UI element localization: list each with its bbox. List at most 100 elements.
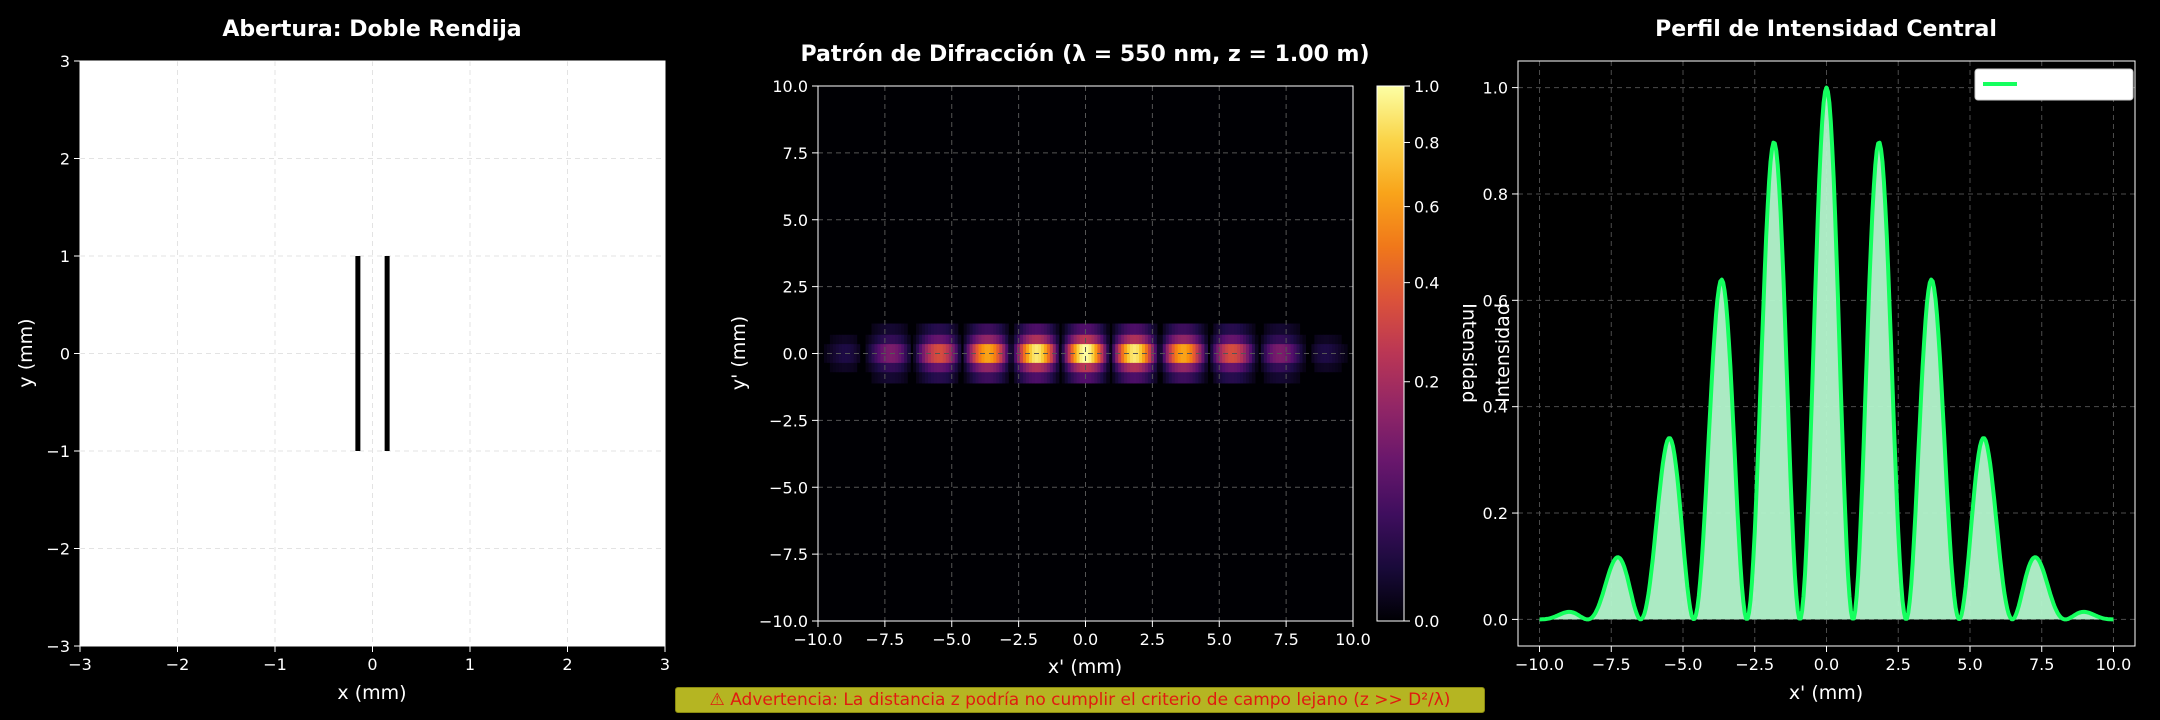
x-tick-label: −2 <box>166 655 190 674</box>
heatmap-cell <box>1109 344 1113 363</box>
x-tick-label: 7.5 <box>2029 655 2054 674</box>
y-tick-label: −5.0 <box>769 478 808 497</box>
heatmap-cell <box>966 344 971 363</box>
heatmap-cell <box>1183 344 1188 363</box>
heatmap-cell <box>922 344 926 363</box>
heatmap-cell <box>1040 344 1045 363</box>
x-tick-label: 7.5 <box>1273 630 1298 649</box>
heatmap-cell <box>1073 344 1078 363</box>
x-tick-label: −2.5 <box>999 630 1038 649</box>
y-tick-label: 5.0 <box>783 211 808 230</box>
heatmap-cell <box>1219 344 1223 363</box>
heatmap-cell <box>1029 344 1033 363</box>
heatmap-cell <box>930 344 935 363</box>
profile-legend <box>1974 68 2134 101</box>
x-tick-label: 2.5 <box>1886 655 1911 674</box>
diffraction-y-ticks: −10.0 −7.5 −5.0 −2.5 0.0 2.5 5.0 7.5 10.0 <box>759 77 818 631</box>
profile-panel: −10.0 −7.5 −5.0 −2.5 0.0 2.5 5.0 7.5 10.0 0.0 0.2… <box>1483 17 2136 704</box>
heatmap-cell <box>1082 344 1087 363</box>
x-tick-label: 0 <box>367 655 377 674</box>
colorbar-tick-label: 0.8 <box>1414 133 1439 152</box>
heatmap-cell <box>877 344 882 363</box>
heatmap-cell <box>1344 344 1348 363</box>
profile-title: Perfil de Intensidad Central <box>1655 17 1997 42</box>
y-tick-label: −1 <box>46 442 70 461</box>
heatmap-cell <box>1254 344 1259 363</box>
profile-area-fill <box>1539 87 2114 620</box>
heatmap-cell <box>1058 344 1063 363</box>
y-tick-label: −7.5 <box>769 545 808 564</box>
heatmap-cell <box>913 344 917 363</box>
heatmap-cell <box>1076 344 1081 363</box>
heatmap-cell <box>1049 344 1054 363</box>
heatmap-cell <box>1338 344 1342 363</box>
aperture-x-label: x (mm) <box>337 682 406 704</box>
y-tick-label: 1.0 <box>1483 79 1508 98</box>
heatmap-cell <box>1067 344 1072 363</box>
heatmap-cell <box>1281 344 1286 363</box>
x-tick-label: −7.5 <box>1592 655 1631 674</box>
heatmap-cell <box>1326 344 1330 363</box>
heatmap-cell <box>1037 344 1042 363</box>
heatmap-cell <box>823 344 828 363</box>
heatmap-cell <box>1156 344 1161 363</box>
heatmap-cell <box>1055 344 1060 363</box>
heatmap-cell <box>1032 344 1036 363</box>
y-tick-label: 0 <box>60 345 70 364</box>
heatmap-cell <box>1139 344 1143 363</box>
x-tick-label: 2 <box>562 655 572 674</box>
heatmap-cell <box>1165 344 1170 363</box>
y-tick-label: 7.5 <box>783 144 808 163</box>
diffraction-x-ticks: −10.0 −7.5 −5.0 −2.5 0.0 2.5 5.0 7.5 10.0 <box>793 621 1371 649</box>
heatmap-cell <box>1100 344 1104 363</box>
diffraction-panel: −10.0 −7.5 −5.0 −2.5 0.0 2.5 5.0 7.5 10.0 −10.0 −… <box>728 42 1480 678</box>
x-tick-label: −7.5 <box>865 630 904 649</box>
aperture-slits <box>355 256 390 451</box>
heatmap-cell <box>1091 344 1096 363</box>
y-tick-label: 0.0 <box>783 345 808 364</box>
profile-x-ticks: −10.0 −7.5 −5.0 −2.5 0.0 2.5 5.0 7.5 10.0 <box>1515 646 2131 674</box>
colorbar-tick-label: 0.0 <box>1414 612 1439 631</box>
x-tick-label: 10.0 <box>2096 655 2132 674</box>
y-tick-label: 2.5 <box>783 278 808 297</box>
heatmap-cell <box>1317 344 1321 363</box>
x-tick-label: 0.0 <box>1814 655 1839 674</box>
aperture-title: Abertura: Doble Rendija <box>222 17 521 42</box>
heatmap-cell <box>939 344 944 363</box>
heatmap-cell <box>868 344 873 363</box>
diffraction-title: Patrón de Difracción (λ = 550 nm, z = 1.… <box>800 42 1369 67</box>
x-tick-label: −2.5 <box>1735 655 1774 674</box>
heatmap-cell <box>993 344 997 363</box>
y-tick-label: 2 <box>60 150 70 169</box>
y-tick-label: −2 <box>46 540 70 559</box>
x-tick-label: −3 <box>68 655 92 674</box>
colorbar-label: Intensidad <box>1458 303 1480 403</box>
x-tick-label: 2.5 <box>1140 630 1165 649</box>
x-tick-label: 10.0 <box>1335 630 1371 649</box>
y-tick-label: 0.6 <box>1483 291 1508 310</box>
heatmap-cell <box>1174 344 1179 363</box>
heatmap-cell <box>984 344 989 363</box>
heatmap-cell <box>957 344 962 363</box>
heatmap-cell <box>886 344 890 363</box>
heatmap-cell <box>1011 344 1015 363</box>
y-tick-label: −3 <box>46 637 70 656</box>
y-tick-label: 10.0 <box>772 77 808 96</box>
x-tick-label: −5.0 <box>932 630 971 649</box>
heatmap-cell <box>1112 344 1116 363</box>
y-tick-label: −10.0 <box>759 612 808 631</box>
profile-line <box>1539 85 2114 622</box>
y-tick-label: 0.8 <box>1483 185 1508 204</box>
heatmap-cell <box>1085 344 1090 363</box>
heatmap-cell <box>1299 344 1304 363</box>
diffraction-y-label: y' (mm) <box>728 316 750 390</box>
x-tick-label: 0.0 <box>1073 630 1098 649</box>
warning-banner: ⚠ Advertencia: La distancia z podría no … <box>675 687 1485 713</box>
aperture-x-ticks: −3 −2 −1 0 1 2 3 <box>68 646 670 674</box>
colorbar-tick-label: 0.6 <box>1414 198 1439 217</box>
heatmap-cell <box>1290 344 1295 363</box>
aperture-y-ticks: −3 −2 −1 0 1 2 3 <box>46 52 80 656</box>
y-tick-label: 0.2 <box>1483 504 1508 523</box>
x-tick-label: −10.0 <box>793 630 842 649</box>
